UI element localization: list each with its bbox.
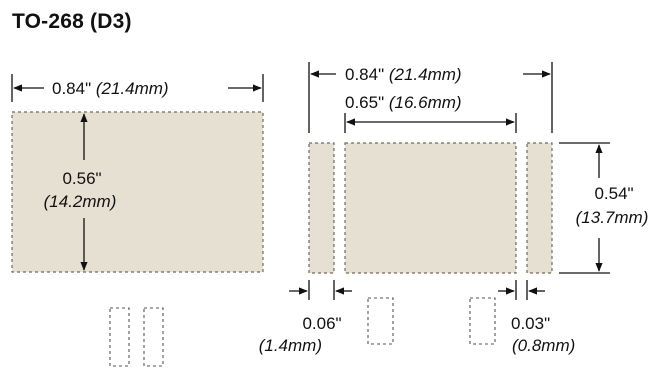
right-lead-pad-left: [308, 142, 335, 274]
page-title: TO-268 (D3): [12, 10, 132, 33]
left-width-mm: (21.4mm): [96, 79, 169, 98]
left-footprint-pad: [11, 111, 264, 273]
right-ghost-lead-2: [469, 297, 496, 345]
right-gap-in: 0.03": [511, 314, 550, 333]
right-width-mm: (21.4mm): [389, 65, 462, 84]
left-height-in: 0.56": [62, 169, 101, 188]
right-height-mm: (13.7mm): [576, 208, 649, 227]
left-width-label: 0.84" (21.4mm): [52, 79, 169, 98]
left-height-mm: (14.2mm): [44, 192, 117, 211]
center-pad-width-label: 0.65" (16.6mm): [345, 93, 462, 112]
left-gap-in: 0.06": [302, 314, 341, 333]
left-gap-mm: (1.4mm): [259, 336, 322, 355]
right-width-label: 0.84" (21.4mm): [345, 65, 462, 84]
center-pad-width-in: 0.65": [345, 93, 384, 112]
left-ghost-lead-2: [143, 307, 164, 367]
right-ghost-lead-1: [367, 297, 394, 345]
right-height-in: 0.54": [594, 184, 633, 203]
right-width-in: 0.84": [345, 65, 384, 84]
left-width-in: 0.84": [52, 79, 91, 98]
right-center-pad: [344, 142, 517, 274]
right-gap-mm: (0.8mm): [512, 336, 575, 355]
right-lead-pad-right: [526, 142, 553, 274]
left-ghost-lead-1: [109, 307, 130, 367]
center-pad-width-mm: (16.6mm): [389, 93, 462, 112]
